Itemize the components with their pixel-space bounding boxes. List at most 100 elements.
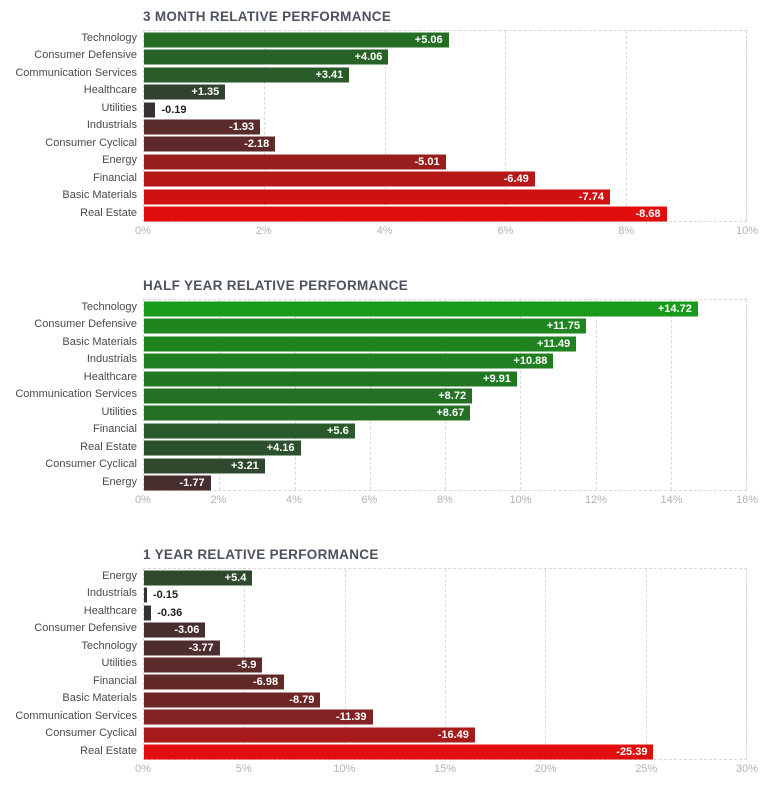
value-label: +10.88 (513, 355, 548, 368)
bar (144, 171, 535, 187)
bar (144, 692, 321, 708)
bar (144, 709, 373, 725)
value-label: +4.06 (354, 51, 383, 64)
gridline (670, 300, 672, 490)
x-axis: 0% 5% 10% 15% 20% 25% 30% (135, 760, 758, 780)
bar (144, 570, 253, 586)
category-label: Industrials (86, 587, 137, 600)
category-label: Industrials (86, 119, 137, 132)
bar (144, 189, 610, 205)
category-label: Financial (92, 171, 137, 184)
plot-area: +14.72 +11.75 +11.49 +10.88 +9.91 +8.72 +8.67 +… (143, 299, 747, 491)
bar (144, 336, 577, 352)
chart-area: Technology Consumer Defensive Basic Materi… (0, 299, 747, 491)
bar (144, 67, 350, 83)
value-label: -6.98 (252, 676, 279, 689)
bar (144, 388, 473, 404)
chart-section-1-year: 1 YEAR RELATIVE PERFORMANCE Energy Indust… (0, 547, 763, 780)
value-label: -6.49 (503, 173, 529, 186)
category-label: Communication Services (15, 709, 137, 722)
value-label: -0.19 (161, 103, 187, 116)
chart-title: 1 YEAR RELATIVE PERFORMANCE (143, 547, 379, 562)
bar-row: +8.67 (144, 405, 746, 422)
tick-label: 4% (286, 494, 302, 506)
value-label: +3.41 (315, 68, 344, 81)
chart-area: Technology Consumer Defensive Communicatio… (0, 30, 747, 222)
chart-title: HALF YEAR RELATIVE PERFORMANCE (143, 278, 409, 293)
bar-row: +5.6 (144, 422, 746, 439)
bar (144, 587, 147, 603)
value-label: -11.39 (335, 711, 367, 724)
tick-label: 12% (584, 494, 608, 506)
bar-row: -16.49 (144, 726, 746, 743)
category-labels-column: Technology Consumer Defensive Communicatio… (0, 30, 143, 222)
category-label: Basic Materials (62, 189, 137, 202)
chart-area: Energy Industrials Healthcare Consumer Defe… (0, 568, 747, 760)
value-label: -5.9 (237, 658, 257, 671)
bar-row: +4.16 (144, 440, 746, 457)
bar-row: +8.72 (144, 387, 746, 404)
chart-section-half-year: HALF YEAR RELATIVE PERFORMANCE Technolog… (0, 278, 763, 511)
tick-label: 30% (735, 763, 759, 775)
gridline (384, 31, 386, 221)
category-label: Technology (81, 32, 137, 44)
bar (144, 657, 263, 673)
value-label: -8.68 (635, 208, 661, 221)
category-label: Real Estate (80, 440, 137, 453)
category-labels-column: Technology Consumer Defensive Basic Materi… (0, 299, 143, 491)
tick-label: 14% (660, 494, 683, 506)
category-label: Utilities (101, 101, 137, 114)
category-label: Consumer Cyclical (45, 136, 137, 149)
bar-row: +14.72 (144, 300, 746, 317)
bar (144, 136, 276, 152)
category-label: Real Estate (80, 744, 137, 757)
bar-row: -8.68 (144, 206, 746, 223)
tick-label: 2% (210, 494, 227, 506)
bar-row: -6.98 (144, 674, 746, 691)
category-label: Energy (102, 475, 137, 488)
bar-row: -0.36 (144, 604, 746, 621)
tick-label: 2% (255, 225, 272, 237)
bar (144, 318, 587, 334)
value-label: +1.35 (191, 86, 220, 99)
tick-label: 6% (497, 225, 514, 237)
bar-row: -25.39 (144, 744, 746, 761)
value-label: +5.06 (414, 33, 443, 46)
bar (144, 674, 285, 690)
bar-row: +11.75 (144, 317, 746, 334)
value-label: -2.18 (244, 138, 270, 151)
bar (144, 423, 355, 439)
chart-section-3-month: 3 MONTH RELATIVE PERFORMANCE Technology C… (0, 9, 763, 242)
plot-area: +5.4 -0.15 -0.36 -3.06 -3.77 -5.9 -6.98 -8.79 -1… (143, 568, 747, 760)
gridline (595, 300, 597, 490)
bar (144, 353, 554, 369)
bar-row: +5.06 (144, 31, 746, 48)
bar-row: -11.39 (144, 709, 746, 726)
category-label: Financial (92, 423, 137, 436)
bar-row: -0.19 (144, 101, 746, 118)
bar (144, 102, 156, 118)
tick-label: 20% (534, 763, 557, 775)
category-label: Financial (92, 674, 137, 687)
tick-label: 0% (135, 494, 151, 506)
category-label: Consumer Defensive (34, 318, 137, 331)
bar (144, 605, 152, 621)
gridline (505, 31, 507, 221)
category-label: Communication Services (15, 388, 137, 401)
bar (144, 640, 220, 656)
value-label: +3.21 (230, 459, 259, 472)
value-label: -3.06 (174, 624, 200, 637)
bar-row: -1.77 (144, 475, 746, 492)
tick-label: 25% (635, 763, 658, 775)
gridline (625, 31, 627, 221)
category-labels-column: Energy Industrials Healthcare Consumer Defe… (0, 568, 143, 760)
bar (144, 405, 471, 421)
category-label: Basic Materials (62, 335, 137, 348)
value-label: +11.75 (546, 320, 581, 333)
category-label: Energy (102, 570, 137, 582)
tick-label: 0% (135, 225, 151, 237)
bar-row: +3.21 (144, 457, 746, 474)
category-label: Consumer Defensive (34, 49, 137, 62)
gridline (645, 569, 647, 759)
